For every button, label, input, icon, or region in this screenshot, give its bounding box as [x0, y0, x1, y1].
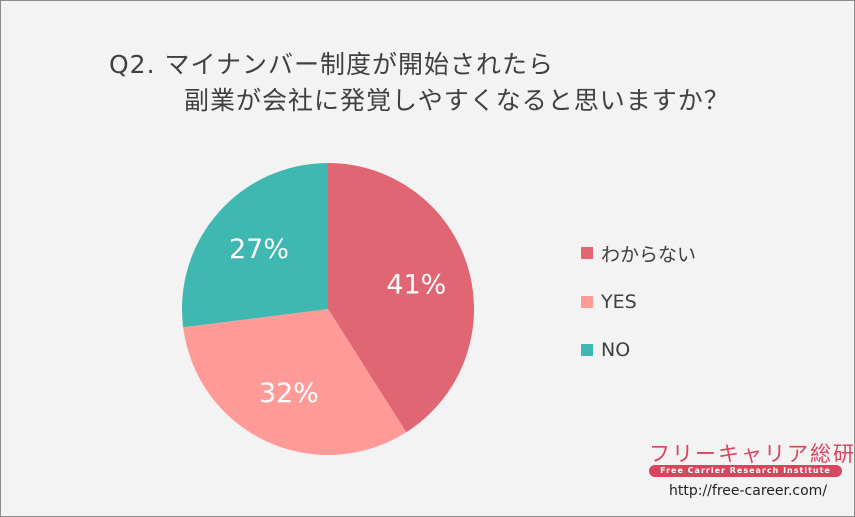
slice-label-wakaranai: 41% [386, 269, 446, 300]
brand-url: http://free-career.com/ [669, 483, 828, 499]
chart-title-line-2: 副業が会社に発覚しやすくなると思いますか？ [184, 86, 730, 115]
legend-swatch [581, 247, 593, 259]
slice-no [182, 163, 328, 328]
slice-wakaranai [328, 163, 475, 433]
legend-label: わからない [601, 243, 697, 266]
legend-item-wakaranai: わからない [581, 242, 697, 266]
legend-item-no: NO [581, 339, 630, 361]
slice-yes [183, 309, 407, 455]
chart-title-line-1: Q2. マイナンバー制度が開始されたら [109, 50, 554, 79]
legend-label: NO [601, 339, 631, 361]
legend-swatch [581, 344, 593, 356]
legend-swatch [581, 296, 593, 308]
brand-tagline: Free Carrier Research Institute [649, 465, 842, 477]
legend-label: YES [601, 291, 637, 313]
slice-label-yes: 32% [259, 378, 319, 409]
slice-label-no: 27% [229, 234, 289, 265]
brand-logo-text: フリーキャリア総研 [649, 442, 855, 466]
legend-item-yes: YES [581, 291, 637, 313]
